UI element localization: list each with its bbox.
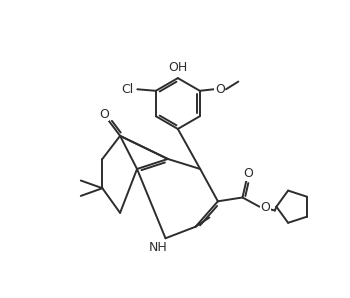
Text: O: O <box>99 108 109 121</box>
Text: O: O <box>244 167 254 180</box>
Text: Cl: Cl <box>121 83 133 96</box>
Text: O: O <box>261 201 271 214</box>
Text: O: O <box>215 83 225 96</box>
Text: OH: OH <box>168 61 188 74</box>
Text: NH: NH <box>148 241 167 254</box>
